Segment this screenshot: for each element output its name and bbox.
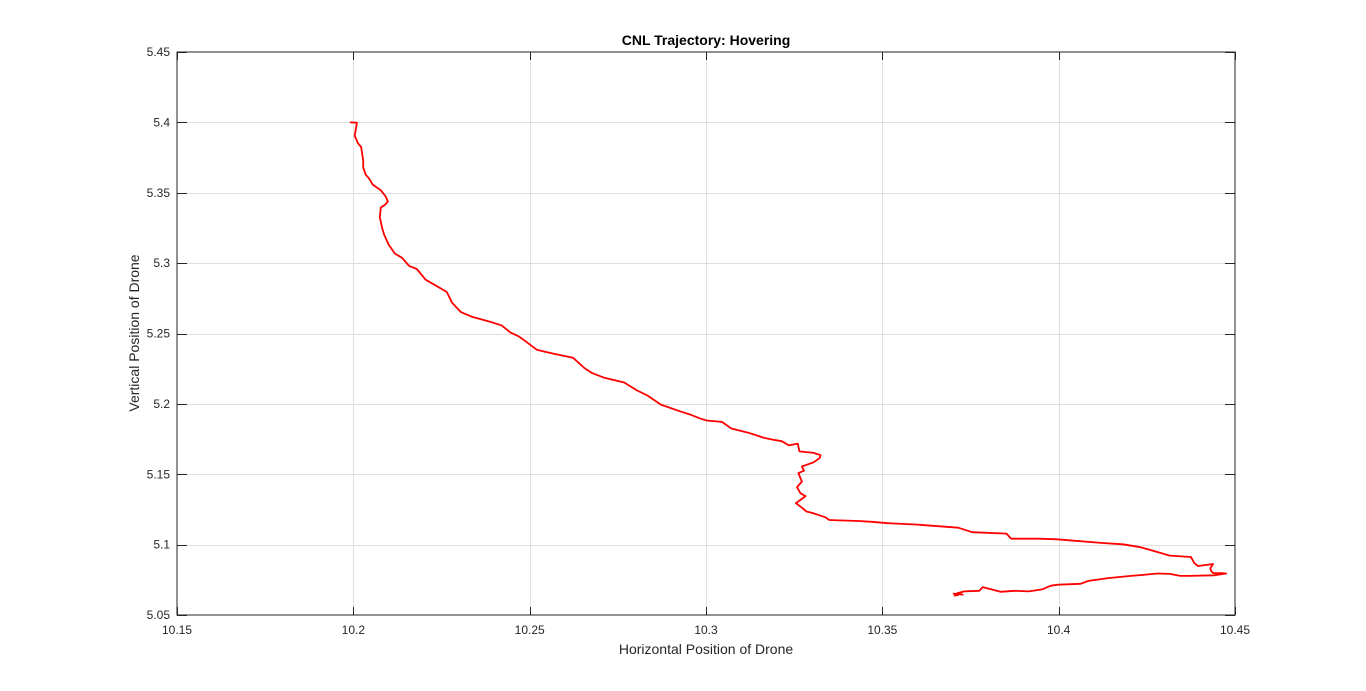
x-tick-label: 10.4 xyxy=(1047,623,1071,637)
x-axis-label: Horizontal Position of Drone xyxy=(619,641,794,657)
x-tick-label: 10.45 xyxy=(1220,623,1250,637)
y-tick-label: 5.25 xyxy=(147,327,171,341)
x-tick-label: 10.15 xyxy=(162,623,192,637)
chart-title: CNL Trajectory: Hovering xyxy=(622,32,791,48)
y-tick-label: 5.15 xyxy=(147,467,171,481)
x-tick-label: 10.2 xyxy=(342,623,366,637)
y-tick-label: 5.45 xyxy=(147,45,171,59)
y-tick-label: 5.35 xyxy=(147,186,171,200)
x-tick-label: 10.35 xyxy=(867,623,897,637)
x-tick-label: 10.25 xyxy=(515,623,545,637)
y-axis-label: Vertical Position of Drone xyxy=(126,254,142,411)
y-tick-label: 5.05 xyxy=(147,608,171,622)
x-tick-labels: 10.15 10.2 10.25 10.3 10.35 10.4 10.45 xyxy=(162,623,1250,637)
grid-lines xyxy=(177,52,1235,615)
trajectory-line xyxy=(349,121,1228,597)
y-tick-label: 5.2 xyxy=(153,397,170,411)
y-tick-label: 5.1 xyxy=(153,538,170,552)
axes-box xyxy=(176,51,1236,616)
y-tick-labels: 5.05 5.1 5.15 5.2 5.25 5.3 5.35 5.4 5.45 xyxy=(147,45,171,622)
y-tick-label: 5.3 xyxy=(153,256,170,270)
x-tick-label: 10.3 xyxy=(694,623,718,637)
y-tick-label: 5.4 xyxy=(153,115,170,129)
data-series xyxy=(349,121,1228,597)
